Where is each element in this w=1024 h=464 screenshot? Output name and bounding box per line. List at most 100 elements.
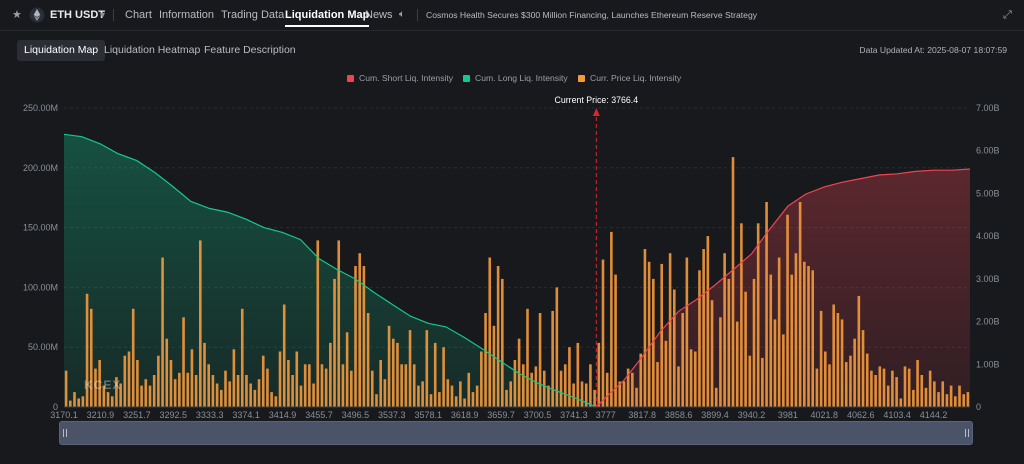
y-axis-right-tick: 6.00B — [976, 146, 1000, 156]
liq-bar — [672, 289, 676, 407]
liq-bar — [735, 321, 739, 407]
favorite-star-icon[interactable]: ★ — [12, 9, 22, 21]
liq-bar — [660, 263, 664, 407]
y-axis-right-tick: 3.00B — [976, 274, 1000, 284]
liq-bar — [257, 379, 261, 407]
symbol-label[interactable]: ETH USDT — [50, 9, 105, 21]
nav-trading-data[interactable]: Trading Data — [221, 9, 285, 21]
liq-bar — [849, 355, 852, 407]
liq-bar — [698, 270, 701, 407]
liq-bar — [157, 355, 160, 407]
liq-bar — [668, 253, 672, 407]
liq-bar — [232, 349, 236, 407]
cum-long-line — [63, 133, 597, 408]
liq-bar — [924, 387, 928, 407]
liq-bar — [614, 274, 617, 407]
liq-bar — [316, 240, 320, 407]
liq-bar — [446, 379, 450, 407]
liq-bar — [572, 383, 575, 407]
nav-liquidation-map[interactable]: Liquidation Map — [285, 0, 370, 30]
legend-item-long[interactable]: Cum. Long Liq. Intensity — [463, 73, 568, 83]
subtab-liquidation-heatmap[interactable]: Liquidation Heatmap — [104, 44, 201, 56]
liq-bar — [459, 381, 462, 407]
liq-bar — [823, 351, 827, 407]
cum-long-area — [64, 134, 597, 408]
news-ticker[interactable]: Cosmos Health Secures $300 Million Finan… — [426, 10, 758, 20]
liq-bar — [278, 351, 282, 407]
ethereum-icon — [29, 7, 45, 23]
x-axis-tick: 4021.8 — [811, 410, 839, 420]
nav-information[interactable]: Information — [159, 9, 215, 21]
liq-bar — [652, 278, 655, 407]
zoom-slider[interactable] — [59, 421, 973, 445]
liq-bar — [387, 325, 391, 407]
liq-bar — [333, 278, 336, 407]
liq-bar — [786, 214, 789, 407]
liq-bar — [865, 353, 869, 407]
liq-bar — [664, 340, 668, 407]
liq-bar — [287, 360, 290, 407]
fullscreen-icon[interactable]: ⤢ — [1003, 9, 1012, 21]
liq-bar — [756, 223, 760, 407]
slider-left-handle[interactable] — [63, 429, 67, 437]
liq-bar — [140, 385, 143, 407]
subtab-feature-description[interactable]: Feature Description — [204, 44, 296, 56]
liq-bar — [362, 266, 366, 407]
liq-bar — [966, 392, 970, 407]
x-axis-tick: 3170.1 — [50, 410, 78, 420]
liq-bar — [744, 291, 747, 407]
liq-bar — [840, 319, 844, 407]
x-axis-tick: 3578.1 — [414, 410, 442, 420]
liq-bar — [832, 304, 835, 407]
cum-short-line — [595, 168, 971, 408]
slider-right-handle[interactable] — [965, 429, 969, 437]
liq-bar — [807, 266, 810, 407]
liq-bar — [182, 317, 185, 407]
liq-bar — [882, 368, 886, 407]
liq-bar — [94, 368, 97, 407]
liq-bar — [920, 375, 924, 407]
liq-bar — [954, 396, 957, 407]
liq-bar — [731, 157, 735, 407]
liq-bar — [450, 385, 454, 407]
liq-bar — [899, 398, 903, 407]
y-axis-right-tick: 7.00B — [976, 103, 1000, 113]
liq-bar — [626, 368, 630, 407]
liq-bar — [186, 372, 190, 407]
liq-bar — [513, 360, 517, 407]
liq-bar — [102, 385, 106, 407]
liquidation-chart[interactable]: 0 50.00M 100.00M 150.00M 200.00M 250.00M 0 1.00… — [0, 0, 1024, 420]
liq-bar — [224, 370, 227, 407]
x-axis-tick: 3210.9 — [87, 410, 115, 420]
x-axis-tick: 3981 — [778, 410, 798, 420]
liq-bar — [521, 364, 525, 407]
x-axis-tick: 3858.6 — [665, 410, 693, 420]
liq-bar — [870, 370, 873, 407]
liq-bar — [702, 249, 705, 407]
y-axis-left-tick: 0 — [53, 402, 58, 412]
legend-item-price[interactable]: Curr. Price Liq. Intensity — [578, 73, 681, 83]
nav-chart[interactable]: Chart — [125, 9, 152, 21]
liq-bar — [542, 370, 546, 407]
nav-news[interactable]: News — [365, 9, 393, 21]
subtab-liquidation-map[interactable]: Liquidation Map — [17, 40, 106, 61]
liq-bar — [719, 317, 722, 407]
liq-bar — [769, 274, 773, 407]
liq-bar — [429, 394, 433, 407]
liq-bar — [740, 223, 743, 407]
liq-bar — [274, 396, 278, 407]
liq-bar — [794, 253, 798, 407]
liq-bar — [597, 342, 601, 407]
liq-bar — [891, 370, 894, 407]
legend-item-short[interactable]: Cum. Short Liq. Intensity — [347, 73, 453, 83]
liq-bar — [798, 202, 802, 407]
liq-bar — [568, 347, 571, 407]
liq-bar — [471, 392, 475, 407]
y-axis-left-tick: 250.00M — [23, 103, 58, 113]
liq-bar — [375, 394, 378, 407]
liq-bar — [64, 370, 68, 407]
liq-bar — [303, 364, 307, 407]
x-axis-tick: 3333.3 — [196, 410, 224, 420]
liq-bar — [454, 396, 458, 407]
chevron-down-icon[interactable]: ▼ — [98, 10, 107, 20]
